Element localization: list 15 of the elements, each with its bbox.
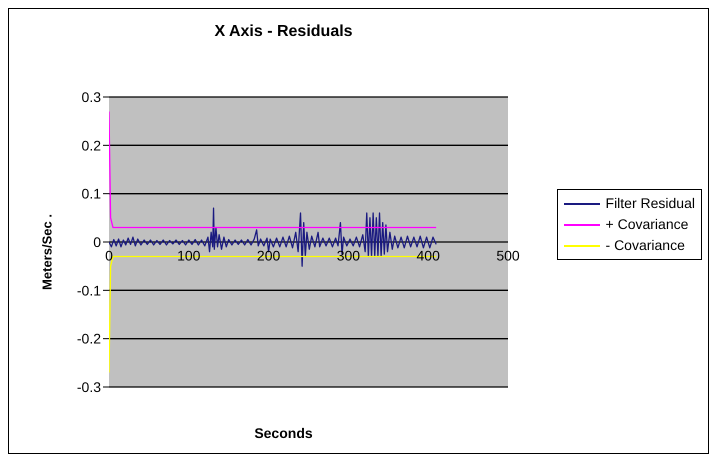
- legend-label: - Covariance: [606, 236, 685, 255]
- y-tick-label: 0: [93, 234, 102, 250]
- x-axis-title: Seconds: [253, 425, 314, 441]
- y-tick-label: -0.1: [76, 282, 102, 298]
- y-tick-label: -0.3: [76, 378, 102, 395]
- y-tick-label: 0.1: [82, 186, 102, 202]
- y-tick-label: 0.2: [82, 137, 102, 154]
- y-tick-label: 0.3: [82, 88, 102, 105]
- legend-label: Filter Residual: [606, 194, 695, 213]
- y-tick-label: -0.2: [76, 330, 102, 347]
- legend-label: + Covariance: [606, 215, 688, 234]
- chart-title: X Axis - Residuals: [213, 23, 354, 41]
- y-axis-title: Meters/Sec .: [40, 214, 54, 290]
- x-tick-label: 500: [496, 247, 520, 264]
- x-tick-label: 0: [105, 247, 114, 264]
